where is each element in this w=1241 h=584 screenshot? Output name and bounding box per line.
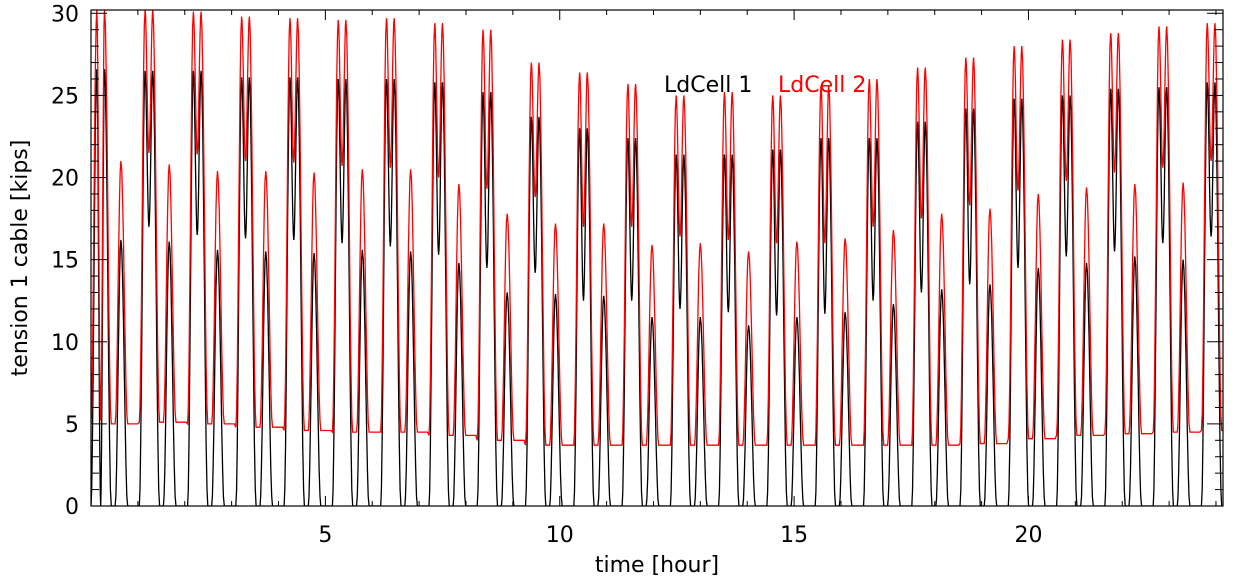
plot-frame — [90, 9, 1224, 507]
y-tick-label: 20 — [51, 167, 79, 192]
x-tick-label: 15 — [780, 523, 808, 548]
y-tick-label: 30 — [51, 2, 79, 27]
y-tick-label: 15 — [51, 249, 79, 274]
series-line-2 — [91, 10, 1223, 446]
legend-ldcell-1: LdCell 1 — [664, 73, 752, 98]
y-axis-title: tension 1 cable [kips] — [8, 140, 33, 377]
x-tick-label: 10 — [546, 523, 574, 548]
x-axis-title: time [hour] — [595, 553, 719, 578]
legend-ldcell-2: LdCell 2 — [778, 73, 866, 98]
ticks-layer: 5 10 15 20 0 5 10 15 20 25 30 — [51, 2, 1223, 548]
y-tick-label: 0 — [65, 495, 79, 520]
x-tick-label: 5 — [318, 523, 332, 548]
y-tick-label: 25 — [51, 84, 79, 109]
y-tick-label: 10 — [51, 331, 79, 356]
series-layer — [91, 10, 1223, 506]
x-tick-label: 20 — [1014, 523, 1042, 548]
y-tick-label: 5 — [65, 413, 79, 438]
